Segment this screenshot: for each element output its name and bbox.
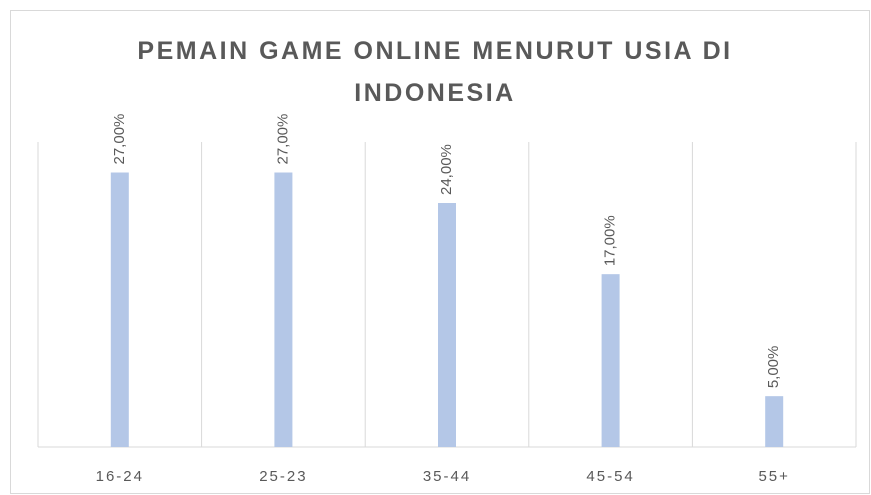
x-tick-label: 55+: [758, 468, 789, 485]
x-tick-label: 16-24: [96, 468, 144, 485]
bar: [110, 172, 129, 447]
x-tick-label: 25-23: [259, 468, 307, 485]
data-label: 27,00%: [274, 114, 291, 165]
bar: [601, 274, 620, 447]
bar: [274, 172, 293, 447]
data-label: 17,00%: [602, 215, 619, 266]
bar: [765, 396, 784, 447]
data-label: 5,00%: [765, 346, 782, 389]
chart-title: PEMAIN GAME ONLINE MENURUT USIA DI INDON…: [137, 37, 733, 107]
bar: [438, 203, 456, 447]
x-tick-label: 35-44: [423, 468, 471, 485]
data-label: 24,00%: [438, 144, 455, 195]
data-label: 27,00%: [111, 114, 128, 165]
x-tick-label: 45-54: [586, 468, 634, 485]
